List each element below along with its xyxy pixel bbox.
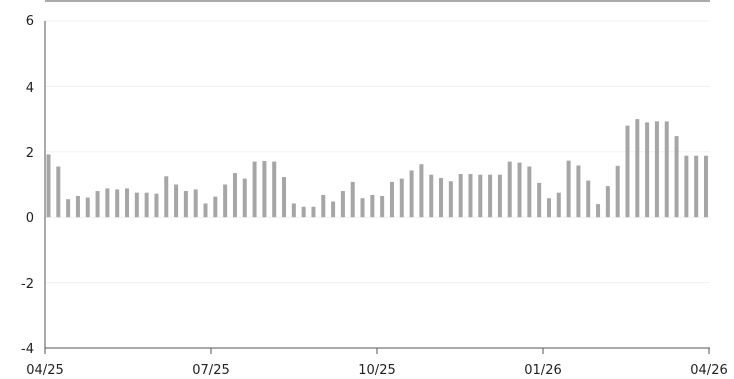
bar [174,184,179,218]
y-tick-labels: 6 4 2 0 -2 -4 [21,14,34,357]
y-tick-label: 0 [26,211,34,226]
x-tick-label: 04/26 [690,363,727,378]
bars [46,119,708,218]
bar [704,155,708,218]
bar [340,191,345,218]
bar [586,180,591,218]
bar [272,161,277,218]
bar [125,188,130,218]
gridlines [45,20,710,284]
bar [664,121,669,218]
bar [556,192,561,218]
bar [134,192,139,218]
bar [370,194,375,218]
bar [291,203,296,218]
bar [399,178,404,218]
bar [654,121,659,218]
bar [497,174,502,218]
bar [105,188,110,218]
bar [85,197,90,218]
y-tick-label: 6 [26,14,34,29]
x-tick-label: 07/25 [192,363,229,378]
bar [321,194,326,218]
bar [694,155,699,218]
bar [193,189,198,218]
bar [223,184,228,218]
bar [429,174,434,218]
y-tick-label: -4 [21,342,34,357]
bar [507,161,512,218]
bar [95,191,100,218]
bar [301,206,306,218]
bar [56,166,61,218]
bar [350,181,355,218]
x-ticks: 04/25 07/25 10/25 01/26 04/26 [26,348,728,378]
bar [448,181,453,218]
axes [44,0,710,349]
bar [527,166,532,218]
bar [75,195,80,218]
bar [488,174,493,218]
bar [478,174,483,218]
x-tick-label: 04/25 [26,363,63,378]
bar [232,173,237,218]
bar [66,199,71,218]
bar [566,160,571,218]
bar [458,174,463,218]
bar [360,198,365,218]
bar [262,160,267,218]
bar [605,186,610,218]
bar [282,176,287,218]
bar [213,196,218,218]
bar [252,161,257,218]
bar [154,193,159,218]
bar [389,181,394,218]
bar [144,192,149,218]
bar [115,189,120,218]
y-tick-label: 4 [26,81,34,96]
bar [625,125,630,218]
bar [183,191,188,218]
x-tick-label: 10/25 [358,363,395,378]
x-tick-label: 01/26 [524,363,561,378]
bar [409,170,414,218]
y-tick-label: -2 [21,277,34,292]
bar [674,136,679,218]
bar [331,201,336,218]
bar [537,182,542,218]
bar [684,155,689,218]
bar [203,203,208,218]
bar [311,206,316,218]
y-tick-label: 2 [26,146,34,161]
bar [596,204,601,218]
bar [615,165,620,218]
bar [439,177,444,218]
bar [517,162,522,218]
bar [576,165,581,218]
bar [46,154,51,218]
bar [645,122,650,218]
bar [419,164,424,218]
bar [164,176,169,218]
bar [635,119,640,218]
bar [468,174,473,218]
bar [546,198,551,218]
bar [380,195,385,218]
bar [242,178,247,218]
